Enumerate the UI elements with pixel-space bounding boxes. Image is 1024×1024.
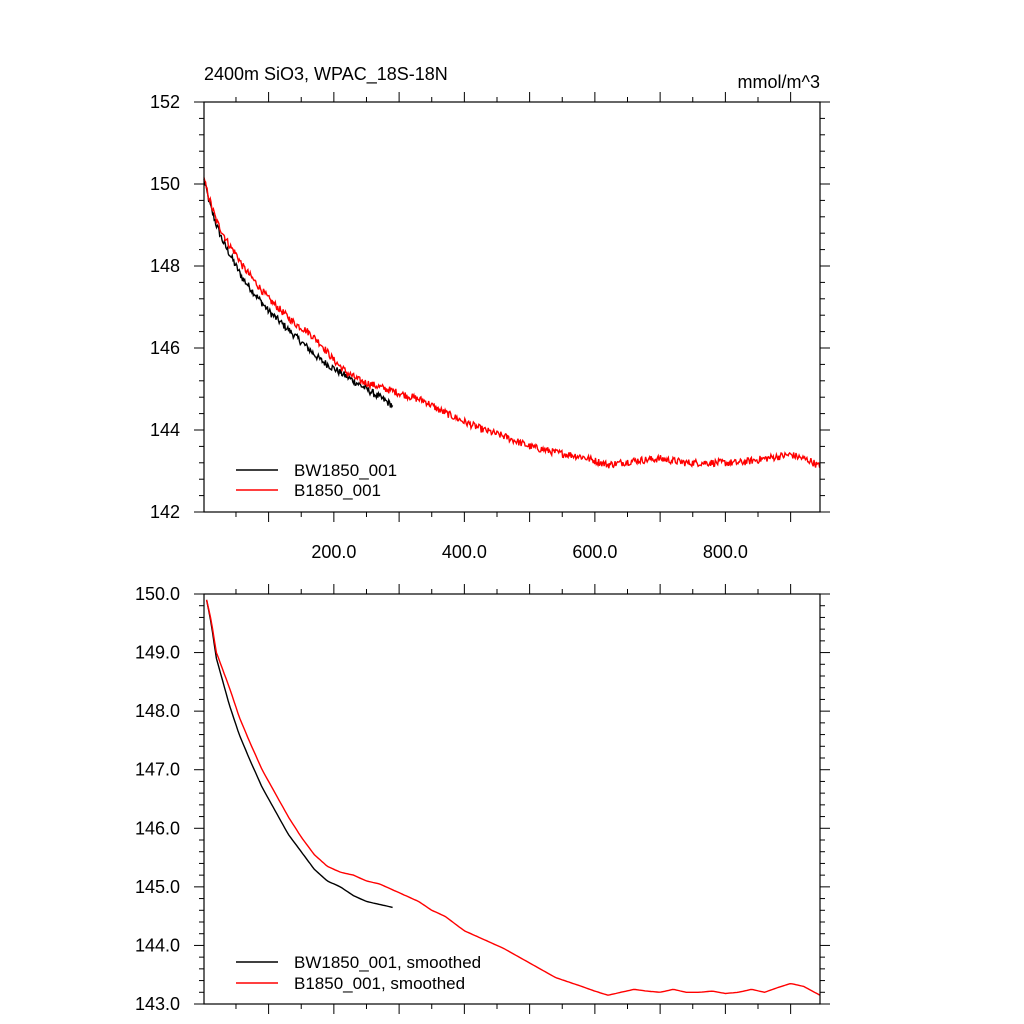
series-line-b1850-001-smoothed	[205, 599, 821, 996]
y-tick-label: 148.0	[135, 701, 180, 721]
x-tick-label: 600.0	[572, 542, 617, 562]
legend-label: B1850_001	[294, 481, 381, 500]
legend-label: B1850_001, smoothed	[294, 974, 465, 993]
y-tick-label: 152	[150, 92, 180, 112]
legend-label: BW1850_001, smoothed	[294, 953, 481, 972]
y-tick-label: 149.0	[135, 643, 180, 663]
top-series-group	[203, 177, 821, 469]
x-tick-label: 400.0	[442, 542, 487, 562]
y-tick-label: 144	[150, 420, 180, 440]
y-tick-label: 150.0	[135, 584, 180, 604]
series-line-bw1850-001-smoothed	[205, 599, 393, 909]
x-tick-label: 200.0	[311, 542, 356, 562]
units-label: mmol/m^3	[738, 72, 820, 92]
y-tick-label: 147.0	[135, 760, 180, 780]
top-panel: 2400m SiO3, WPAC_18S-18N mmol/m^3 142 144…	[150, 64, 830, 562]
y-tick-label: 150	[150, 174, 180, 194]
y-tick-label: 142	[150, 502, 180, 522]
bottom-legend: BW1850_001, smoothed B1850_001, smoothed	[236, 953, 481, 993]
series-line-b1850-001	[203, 177, 821, 469]
y-tick-label: 143.0	[135, 994, 180, 1014]
bottom-series-group	[205, 599, 821, 996]
legend-label: BW1850_001	[294, 461, 397, 480]
plot-frame	[203, 101, 821, 513]
top-axes-group: 142 144 146 148 150 152 200.0 400.0 600.0 800.0	[150, 92, 830, 562]
x-tick-label: 800.0	[703, 542, 748, 562]
series-line-bw1850-001	[203, 178, 394, 409]
y-tick-label: 145.0	[135, 877, 180, 897]
bottom-axes-group: 143.0 144.0 145.0 146.0 147.0 148.0 149.0 150.0	[135, 584, 830, 1014]
y-tick-label: 146.0	[135, 818, 180, 838]
y-tick-label: 148	[150, 256, 180, 276]
bottom-panel: 143.0 144.0 145.0 146.0 147.0 148.0 149.0 150.0…	[135, 584, 830, 1014]
plot-frame	[203, 593, 821, 1005]
y-tick-label: 146	[150, 338, 180, 358]
y-tick-label: 144.0	[135, 935, 180, 955]
chart-title: 2400m SiO3, WPAC_18S-18N	[204, 64, 448, 85]
